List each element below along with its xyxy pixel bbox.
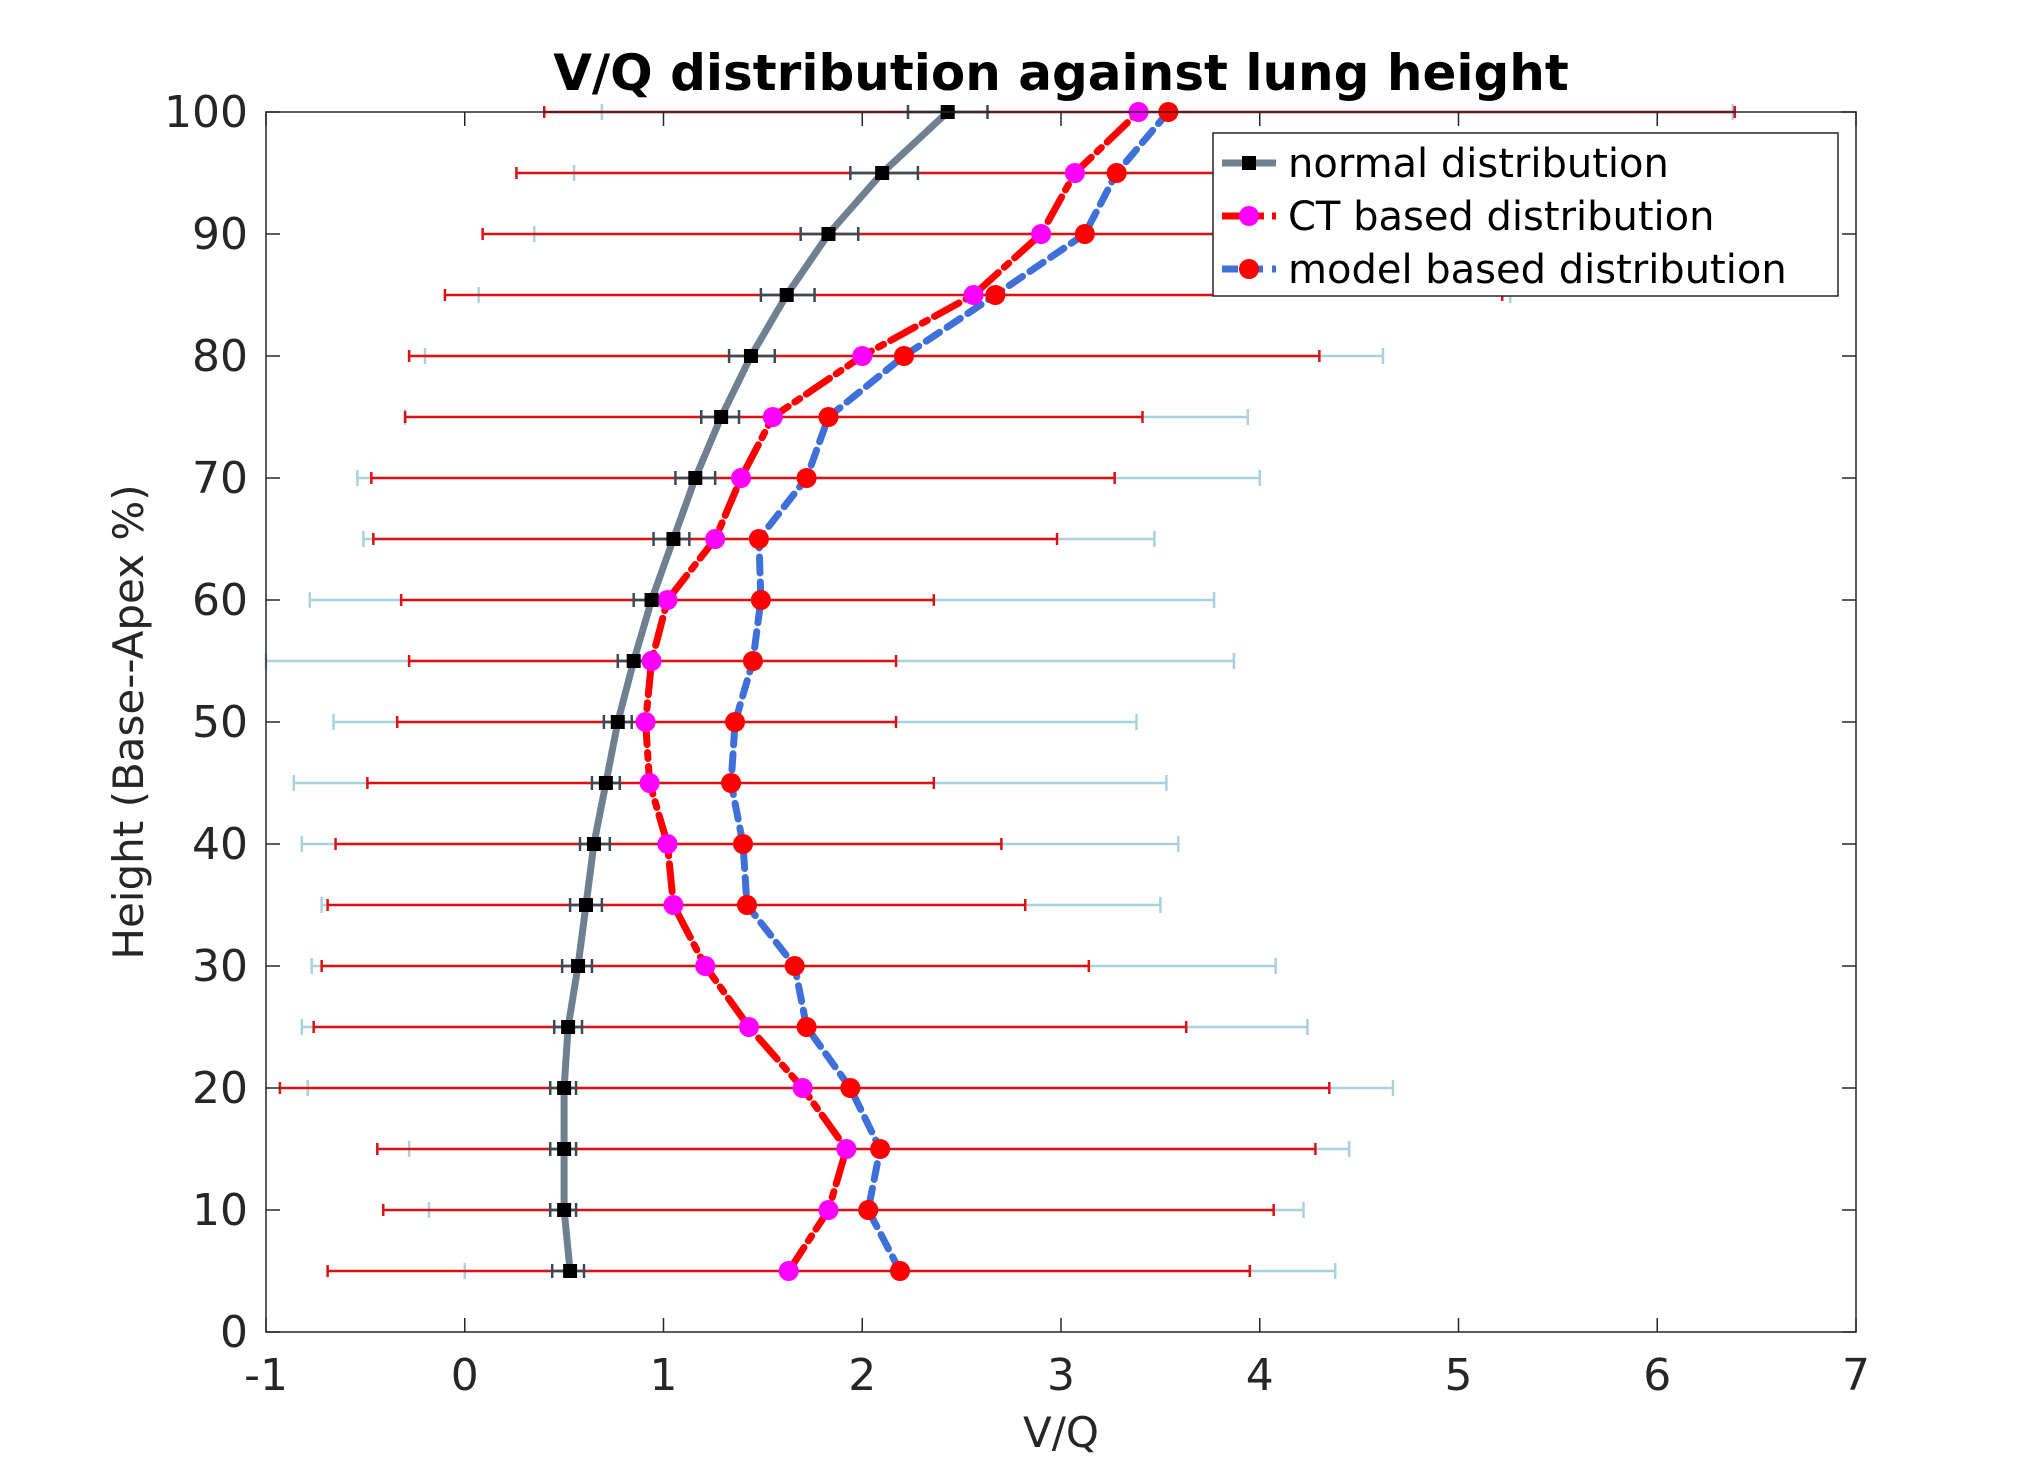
data-point-normal-distribution bbox=[598, 776, 613, 790]
data-point-normal-distribution bbox=[821, 227, 836, 241]
data-point-ct-based-distribution bbox=[963, 285, 984, 305]
y-tick-label: 70 bbox=[192, 453, 248, 504]
data-point-ct-based-distribution bbox=[641, 651, 662, 671]
x-tick-label: 3 bbox=[1047, 1350, 1075, 1401]
data-point-normal-distribution bbox=[688, 471, 703, 485]
legend-marker-model-based-distribution bbox=[1239, 259, 1259, 279]
data-point-normal-distribution bbox=[714, 410, 729, 424]
data-point-normal-distribution bbox=[563, 1264, 578, 1278]
data-point-normal-distribution bbox=[779, 288, 794, 302]
data-point-model-based-distribution bbox=[893, 346, 914, 366]
y-tick-label: 90 bbox=[192, 209, 248, 260]
data-point-normal-distribution bbox=[578, 898, 593, 912]
data-point-model-based-distribution bbox=[1106, 163, 1127, 183]
data-point-ct-based-distribution bbox=[792, 1078, 813, 1098]
data-point-model-based-distribution bbox=[1074, 224, 1095, 244]
data-point-ct-based-distribution bbox=[852, 346, 873, 366]
data-markers bbox=[557, 102, 1179, 1281]
y-axis-label: Height (Base--Apex %) bbox=[104, 484, 153, 959]
data-point-ct-based-distribution bbox=[705, 529, 726, 549]
y-tick-label: 20 bbox=[192, 1063, 248, 1114]
series-lines bbox=[560, 108, 1172, 1275]
y-tick-label: 0 bbox=[220, 1307, 248, 1358]
data-point-normal-distribution bbox=[644, 593, 659, 607]
data-point-model-based-distribution bbox=[721, 773, 742, 793]
legend-box bbox=[1212, 132, 1839, 297]
data-point-normal-distribution bbox=[586, 837, 601, 851]
data-point-model-based-distribution bbox=[784, 956, 805, 976]
data-point-ct-based-distribution bbox=[1031, 224, 1052, 244]
y-tick-label: 50 bbox=[192, 697, 248, 748]
data-point-ct-based-distribution bbox=[639, 773, 660, 793]
data-point-ct-based-distribution bbox=[818, 1200, 839, 1220]
data-point-ct-based-distribution bbox=[657, 834, 678, 854]
data-point-normal-distribution bbox=[875, 166, 890, 180]
data-point-model-based-distribution bbox=[725, 712, 746, 732]
y-tick-label: 60 bbox=[192, 575, 248, 626]
data-point-model-based-distribution bbox=[985, 285, 1006, 305]
data-point-model-based-distribution bbox=[750, 590, 771, 610]
y-tick-label: 100 bbox=[164, 87, 248, 138]
data-point-ct-based-distribution bbox=[762, 407, 783, 427]
data-point-model-based-distribution bbox=[748, 529, 769, 549]
data-point-model-based-distribution bbox=[858, 1200, 879, 1220]
x-tick-label: 5 bbox=[1445, 1350, 1473, 1401]
data-point-ct-based-distribution bbox=[738, 1017, 759, 1037]
data-point-ct-based-distribution bbox=[836, 1139, 857, 1159]
y-tick-label: 30 bbox=[192, 941, 248, 992]
legend-label-model: model based distribution bbox=[1288, 247, 1787, 293]
x-tick-label: 0 bbox=[451, 1350, 479, 1401]
data-point-normal-distribution bbox=[561, 1020, 576, 1034]
data-point-ct-based-distribution bbox=[695, 956, 716, 976]
data-point-ct-based-distribution bbox=[635, 712, 656, 732]
data-point-normal-distribution bbox=[610, 715, 625, 729]
series-line-normal-distribution bbox=[560, 108, 952, 1275]
data-point-ct-based-distribution bbox=[1064, 163, 1085, 183]
y-tick-label: 80 bbox=[192, 331, 248, 382]
data-point-model-based-distribution bbox=[736, 895, 757, 915]
legend: normal distribution CT based distributio… bbox=[1212, 132, 1839, 297]
data-point-normal-distribution bbox=[557, 1203, 572, 1217]
x-tick-label: 7 bbox=[1842, 1350, 1870, 1401]
data-point-model-based-distribution bbox=[870, 1139, 891, 1159]
data-point-model-based-distribution bbox=[840, 1078, 861, 1098]
x-axis-label: V/Q bbox=[1023, 1408, 1099, 1457]
data-point-ct-based-distribution bbox=[778, 1261, 799, 1281]
data-point-normal-distribution bbox=[571, 959, 586, 973]
data-point-normal-distribution bbox=[666, 532, 681, 546]
data-point-normal-distribution bbox=[743, 349, 758, 363]
legend-marker-ct-based-distribution bbox=[1239, 206, 1259, 226]
legend-label-ct: CT based distribution bbox=[1288, 194, 1714, 240]
data-point-ct-based-distribution bbox=[663, 895, 684, 915]
data-point-ct-based-distribution bbox=[657, 590, 678, 610]
data-point-model-based-distribution bbox=[818, 407, 839, 427]
x-tick-label: 6 bbox=[1643, 1350, 1671, 1401]
y-tick-label: 40 bbox=[192, 819, 248, 870]
data-point-model-based-distribution bbox=[742, 651, 763, 671]
series-line-ct-based-distribution bbox=[642, 108, 1142, 1275]
data-point-model-based-distribution bbox=[796, 468, 817, 488]
data-point-model-based-distribution bbox=[796, 1017, 817, 1037]
data-point-model-based-distribution bbox=[890, 1261, 911, 1281]
data-point-normal-distribution bbox=[557, 1142, 572, 1156]
y-tick-label: 10 bbox=[192, 1185, 248, 1236]
series-line-model-based-distribution bbox=[727, 108, 1172, 1275]
data-point-ct-based-distribution bbox=[731, 468, 752, 488]
x-tick-label: 1 bbox=[650, 1350, 678, 1401]
legend-marker-normal-distribution bbox=[1242, 156, 1256, 170]
data-point-model-based-distribution bbox=[733, 834, 753, 854]
data-point-normal-distribution bbox=[626, 654, 641, 668]
legend-label-normal: normal distribution bbox=[1288, 141, 1669, 187]
x-tick-label: 2 bbox=[848, 1350, 876, 1401]
data-point-normal-distribution bbox=[557, 1081, 572, 1095]
chart-title: V/Q distribution against lung height bbox=[553, 44, 1569, 102]
legend-swatches bbox=[1222, 156, 1276, 279]
x-tick-label: -1 bbox=[244, 1350, 288, 1401]
x-tick-label: 4 bbox=[1246, 1350, 1274, 1401]
